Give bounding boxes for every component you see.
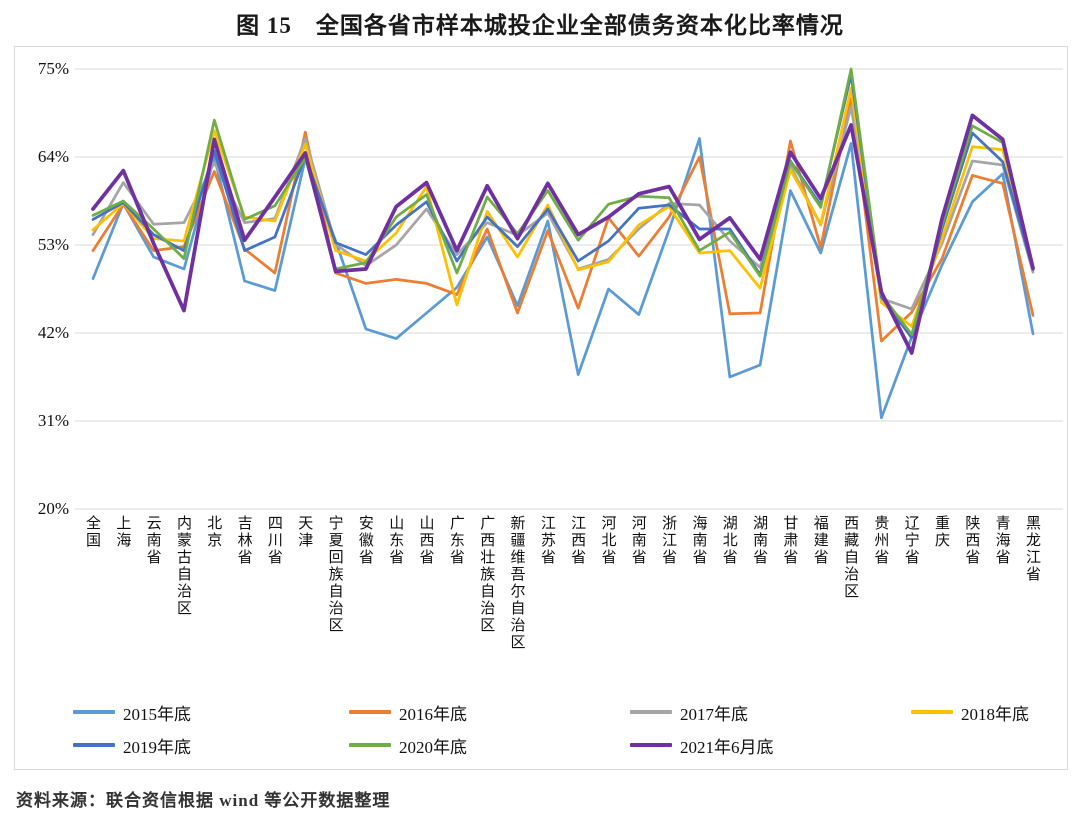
legend-item-2021年6月底: 2021年6月底: [630, 734, 774, 757]
legend-item-2019年底: 2019年底: [73, 734, 191, 757]
x-axis-label: 浙江省: [660, 515, 677, 566]
legend-line-swatch: [349, 743, 391, 747]
x-axis-label: 福建省: [811, 515, 828, 566]
x-axis-label: 上海: [114, 515, 131, 549]
x-axis-label: 河北省: [599, 515, 616, 566]
x-axis-label: 吉林省: [235, 515, 252, 566]
x-axis-label: 西藏自治区: [842, 515, 859, 600]
legend-label: 2015年底: [123, 704, 191, 724]
x-axis-label: 湖南省: [751, 515, 768, 566]
x-axis-label: 海南省: [690, 515, 707, 566]
chart-title: 图 15 全国各省市样本城投企业全部债务资本化比率情况: [236, 13, 844, 38]
legend-line-swatch: [73, 710, 115, 714]
legend-label: 2017年底: [680, 704, 748, 724]
x-axis-label: 新疆维吾尔自治区: [508, 515, 525, 651]
series-line-2015年底: [91, 137, 1035, 420]
y-axis-label: 75%: [37, 59, 69, 78]
x-axis-label: 湖北省: [720, 515, 737, 566]
plot-area: [75, 67, 1063, 510]
x-axis-label: 天津: [296, 515, 313, 549]
legend-line-swatch: [349, 710, 391, 714]
legend-item-2018年底: 2018年底: [911, 701, 1029, 724]
x-axis-label: 安徽省: [356, 515, 373, 566]
legend-item-2017年底: 2017年底: [630, 701, 748, 724]
y-axis-label: 53%: [37, 235, 69, 254]
series-line-2021年6月底: [91, 113, 1035, 355]
x-axis-label: 北京: [205, 515, 222, 549]
y-axis-label: 20%: [37, 499, 69, 518]
x-axis-label: 全国: [84, 515, 100, 549]
x-axis-label: 江苏省: [538, 515, 555, 566]
y-axis-label: 42%: [37, 323, 69, 342]
x-axis-label: 河南省: [629, 515, 646, 566]
legend-item-2020年底: 2020年底: [349, 734, 467, 757]
legend-label: 2019年底: [123, 737, 191, 757]
x-axis-label: 重庆: [933, 515, 950, 549]
x-axis-label: 陕西省: [963, 515, 980, 566]
x-axis-label: 江西省: [569, 515, 586, 566]
x-axis-label: 宁夏回族自治区: [326, 515, 343, 634]
x-axis-label: 山西省: [417, 515, 434, 566]
x-axis-label: 甘肃省: [781, 515, 798, 566]
legend-item-2016年底: 2016年底: [349, 701, 467, 724]
legend-label: 2021年6月底: [680, 737, 774, 757]
chart-frame: 75% 64% 53% 42% 31% 20% 全国 上海 云南省 内蒙古自治区 北京 吉林省 四川省…: [14, 46, 1068, 770]
legend-label: 2020年底: [399, 737, 467, 757]
series-line-2016年底: [91, 97, 1035, 343]
legend-label: 2018年底: [961, 704, 1029, 724]
x-axis-label: 广西壮族自治区: [478, 515, 495, 634]
x-axis-label: 山东省: [387, 515, 404, 566]
source-note: 资料来源：联合资信根据 wind 等公开数据整理: [16, 791, 391, 810]
x-axis-label: 贵州省: [872, 515, 889, 566]
y-axis-label: 64%: [37, 147, 69, 166]
x-axis-label: 四川省: [265, 515, 282, 566]
x-axis-label: 黑龙江省: [1024, 515, 1040, 583]
legend-label: 2016年底: [399, 704, 467, 724]
legend-item-2015年底: 2015年底: [73, 701, 191, 724]
x-axis-label: 云南省: [144, 515, 161, 566]
x-axis-label: 青海省: [993, 515, 1010, 566]
y-axis-label: 31%: [37, 411, 69, 430]
legend-line-swatch: [73, 743, 115, 747]
legend-line-swatch: [630, 710, 672, 714]
legend-line-swatch: [630, 743, 672, 747]
x-axis-label: 辽宁省: [902, 515, 919, 566]
x-axis-label: 内蒙古自治区: [174, 515, 191, 617]
x-axis-label: 广东省: [447, 515, 464, 566]
legend-line-swatch: [911, 710, 953, 714]
